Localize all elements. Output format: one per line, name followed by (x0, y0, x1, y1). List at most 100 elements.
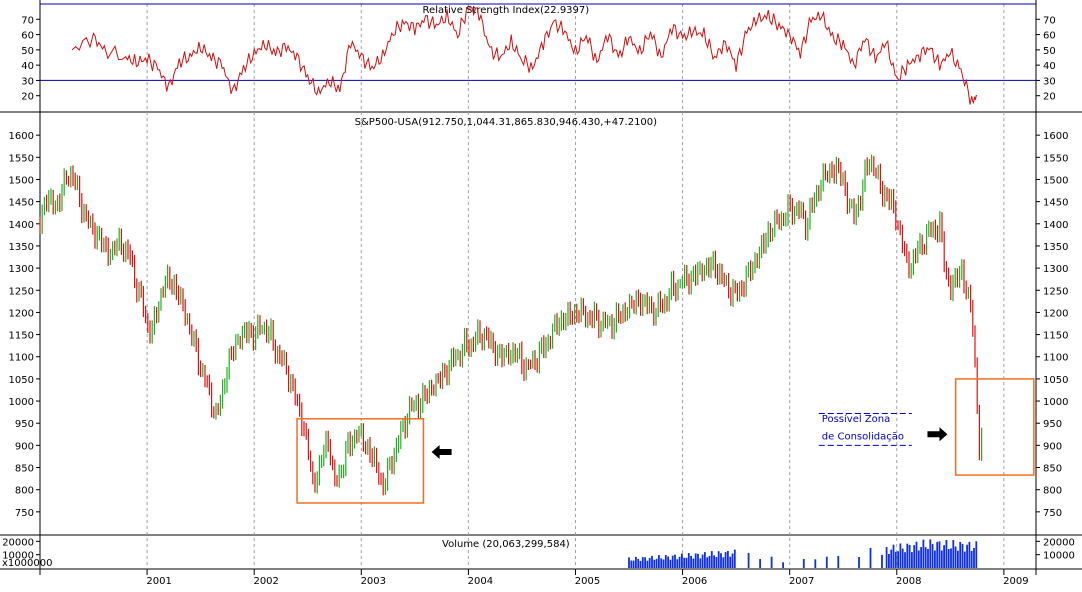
volume-bar (651, 555, 653, 568)
volume-bar (628, 557, 630, 568)
volume-bar (901, 548, 904, 568)
volume-bar (961, 543, 964, 568)
volume-bar (724, 552, 727, 568)
price-tick-label-right: 1100 (1043, 353, 1068, 364)
price-tick-label-left: 1550 (9, 153, 34, 164)
volume-tick-label-right: 20000 (1043, 537, 1075, 548)
volume-bar (908, 544, 911, 568)
volume-bar (639, 560, 642, 568)
price-tick-label-right: 1450 (1043, 198, 1068, 209)
volume-bar (890, 549, 893, 568)
x-tick-label: 2005 (575, 576, 600, 587)
consolidation-box (954, 378, 1035, 476)
volume-bar (929, 539, 932, 568)
volume-bar (632, 560, 635, 568)
price-tick-label-right: 1350 (1043, 242, 1068, 253)
volume-bar (825, 556, 828, 568)
volume-tick-label-right: 10000 (1043, 551, 1075, 562)
volume-bar (644, 557, 646, 568)
volume-bar (704, 552, 706, 568)
volume-unit-label: x1000000 (2, 558, 52, 569)
rsi-tick-label-right: 60 (1043, 31, 1056, 42)
volume-bar (630, 560, 633, 568)
volume-tick-label-left: 10000 (2, 551, 34, 562)
price-tick-label-left: 800 (15, 486, 34, 497)
volume-bar (869, 547, 872, 568)
x-tick-label: 2001 (146, 576, 171, 587)
volume-bar (759, 559, 761, 568)
volume-bar (894, 551, 897, 568)
volume-bar (729, 556, 732, 568)
x-tick-label: 2007 (789, 576, 814, 587)
volume-bar (924, 547, 927, 568)
price-tick-label-left: 1400 (9, 220, 34, 231)
rsi-title: Relative Strength Index(22.9397) (423, 5, 590, 16)
volume-bar (940, 550, 943, 568)
annotation-line-2: de Consolidação (822, 432, 904, 443)
price-panel: S&P500-USA(912.750,1,044.31,865.830,946.… (9, 117, 1069, 519)
volume-bar (770, 556, 773, 568)
price-title: S&P500-USA(912.750,1,044.31,865.830,946.… (355, 117, 658, 128)
price-tick-label-left: 1200 (9, 308, 34, 319)
price-tick-label-right: 1200 (1043, 308, 1068, 319)
volume-panel: Volume (20,063,299,584) x1000000 10000 10… (2, 537, 1075, 569)
volume-bar (692, 558, 695, 568)
rsi-tick-label-left: 50 (21, 46, 34, 57)
volume-bar (966, 544, 968, 568)
volume-bar (685, 557, 688, 568)
volume-bar (641, 557, 644, 568)
x-tick-label: 2006 (682, 576, 707, 587)
rsi-tick-label-left: 70 (21, 15, 34, 26)
volume-bar (943, 545, 945, 568)
rsi-panel: Relative Strength Index(22.9397) 20 20 30 3… (21, 3, 1056, 105)
volume-bar (720, 553, 722, 568)
volume-bar (715, 557, 718, 568)
volume-bar (658, 555, 660, 568)
x-tick-label: 2002 (253, 576, 278, 587)
volume-bar (717, 551, 720, 568)
volume-bar (917, 550, 920, 568)
rsi-tick-label-right: 50 (1043, 46, 1056, 57)
volume-bar (911, 552, 913, 568)
volume-bar (678, 556, 681, 568)
arrow-right-icon (927, 427, 948, 442)
price-tick-label-left: 1100 (9, 353, 34, 364)
volume-bar (694, 553, 697, 568)
volume-bar (802, 559, 805, 568)
price-tick-label-left: 1250 (9, 286, 34, 297)
price-tick-label-right: 1500 (1043, 175, 1068, 186)
volume-bar (667, 556, 669, 568)
volume-bar (660, 558, 663, 568)
volume-bar (681, 553, 683, 568)
rsi-tick-label-right: 40 (1043, 61, 1056, 72)
rsi-tick-label-left: 20 (21, 92, 34, 103)
price-tick-label-right: 1050 (1043, 375, 1068, 386)
volume-bar (706, 557, 709, 568)
volume-bar (690, 555, 692, 568)
price-tick-label-left: 1350 (9, 242, 34, 253)
volume-bar (782, 562, 784, 568)
volume-bar (747, 552, 750, 568)
volume-bar (635, 556, 637, 568)
volume-bar (950, 548, 952, 568)
volume-bar (945, 540, 948, 568)
volume-bar (687, 553, 690, 568)
volume-bar (648, 557, 651, 568)
volume-bar (920, 547, 922, 568)
volume-bar (637, 558, 640, 568)
volume-bar (722, 557, 725, 568)
price-tick-label-left: 900 (15, 441, 34, 452)
volume-bar (881, 554, 883, 568)
rsi-tick-label-right: 30 (1043, 76, 1056, 87)
price-tick-label-right: 1400 (1043, 220, 1068, 231)
annotation-line-1: Possível Zona (822, 413, 890, 425)
volume-bar (973, 547, 975, 568)
x-tick-label: 2004 (468, 576, 493, 587)
volume-bar (934, 550, 936, 568)
volume-bar (975, 541, 978, 568)
volume-bar (963, 551, 966, 568)
price-tick-label-left: 1500 (9, 175, 34, 186)
price-tick-label-left: 1150 (9, 331, 34, 342)
panel-frames (0, 0, 1082, 575)
